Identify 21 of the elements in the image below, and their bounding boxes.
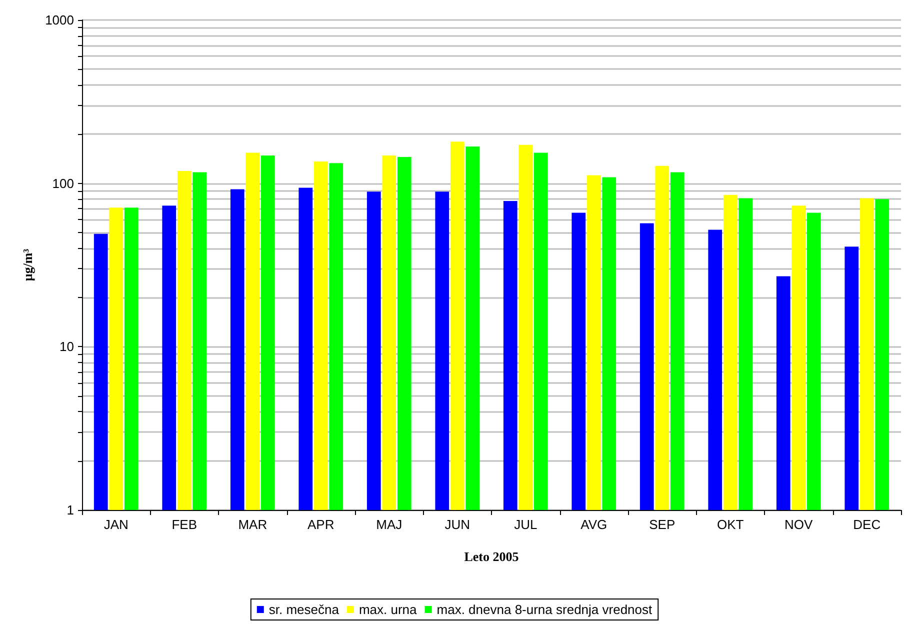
x-tick-label: JUN [444,517,470,532]
y-tick-label: 1 [66,502,74,518]
x-tick-label: JAN [104,517,128,532]
x-tick-label: JUL [514,517,538,532]
x-tick-label: DEC [853,517,881,532]
x-tick-label: SEP [649,517,676,532]
legend-label: sr. mesečna [268,602,340,617]
x-tick-label: AVG [580,517,608,532]
x-axis-title: Leto 2005 [464,549,520,564]
y-axis-title: µg/m³ [20,248,35,282]
x-tick-label: OKT [717,517,744,532]
y-tick-label: 100 [52,176,74,191]
x-tick-label: MAJ [376,517,402,532]
x-tick-label: MAR [238,517,268,532]
x-tick-label: APR [308,517,334,532]
x-tick-label: NOV [784,517,814,532]
legend-label: max. urna [358,602,418,617]
y-tick-label: 1000 [45,12,74,28]
legend-label: max. dnevna 8-urna srednja vrednost [436,602,653,617]
x-tick-label: FEB [172,517,198,532]
y-tick-label: 10 [60,339,74,354]
